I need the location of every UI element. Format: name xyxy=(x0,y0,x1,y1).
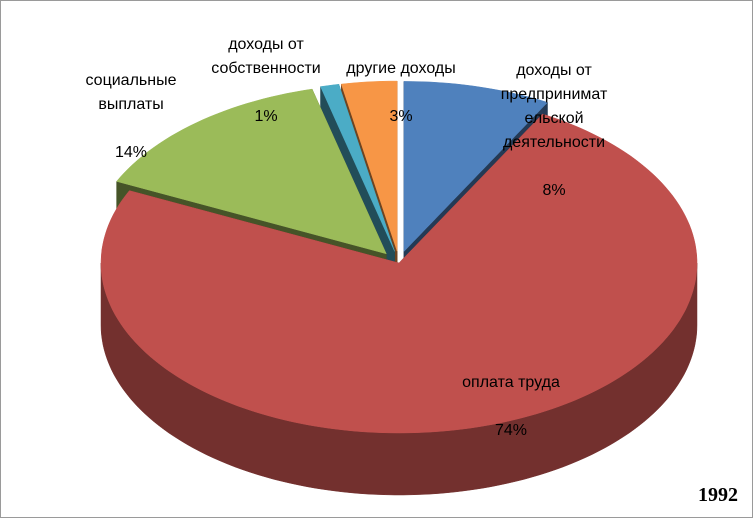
slice-value-wages: 74% xyxy=(494,422,528,439)
slice-value-social: 14% xyxy=(114,144,148,161)
slice-label-wages: оплата труда 74% xyxy=(441,347,581,443)
slice-name-social: социальные выплаты xyxy=(85,72,177,113)
slice-name-property: доходы от собственности xyxy=(211,36,321,77)
slice-top-2 xyxy=(116,88,387,255)
slice-top-4 xyxy=(340,80,398,252)
year-label: 1992 xyxy=(698,484,738,506)
slice-top-3 xyxy=(320,84,395,252)
slice-label-property: доходы от собственности 1% xyxy=(196,9,336,129)
slice-name-wages: оплата труда xyxy=(462,374,560,391)
slice-top-0 xyxy=(403,81,548,253)
slice-label-other: другие доходы 3% xyxy=(326,33,476,129)
slice-name-other: другие доходы xyxy=(346,60,456,77)
pie-tops xyxy=(100,80,698,434)
slice-top-1 xyxy=(100,113,698,434)
slice-name-entrepreneurship: доходы от предпринимат ельской деятельно… xyxy=(500,62,608,151)
slice-label-entrepreneurship: доходы от предпринимат ельской деятельно… xyxy=(489,35,619,203)
slice-value-other: 3% xyxy=(389,108,413,125)
slice-label-social: социальные выплаты 14% xyxy=(66,45,196,165)
slice-value-property: 1% xyxy=(254,108,278,125)
slice-value-entrepreneurship: 8% xyxy=(542,182,566,199)
